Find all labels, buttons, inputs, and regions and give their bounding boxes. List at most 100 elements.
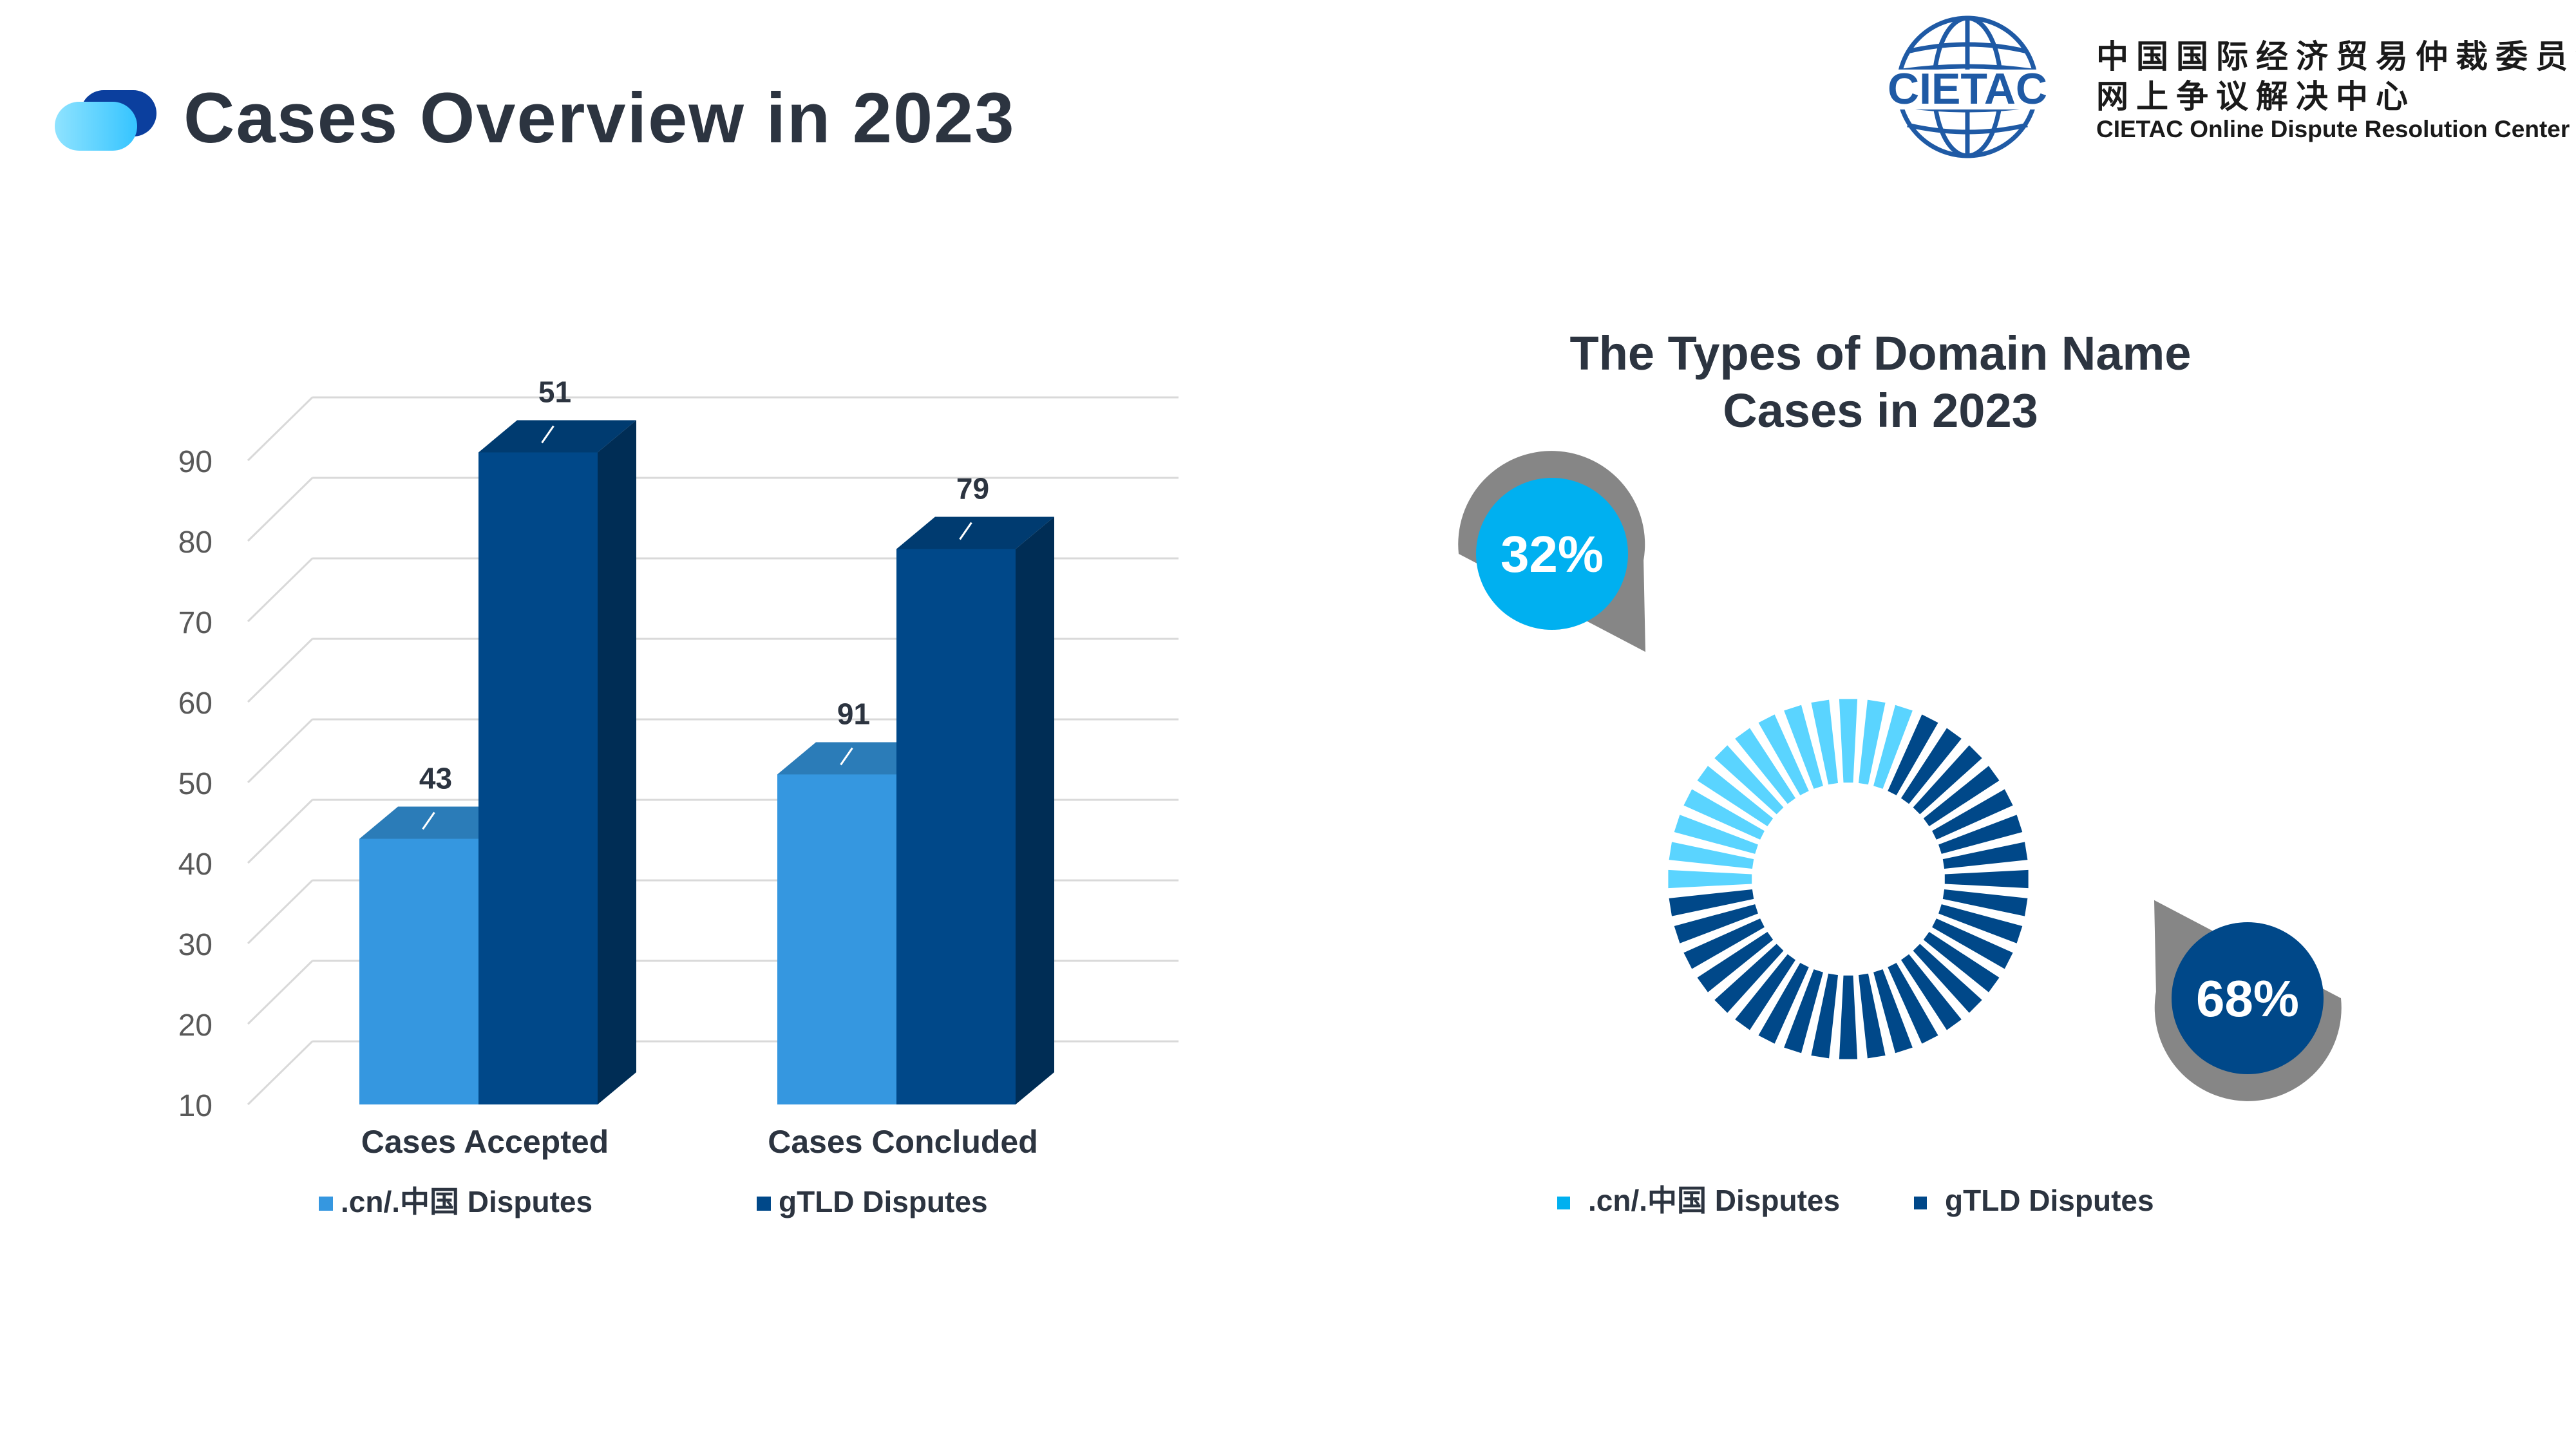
y-tick-label: 50 bbox=[178, 767, 213, 801]
legend-swatch bbox=[1914, 1197, 1927, 1209]
donut-segment-gtld bbox=[1839, 975, 1858, 1059]
bar-top bbox=[478, 420, 636, 453]
y-tick-label: 20 bbox=[178, 1009, 213, 1043]
data-label: 79 bbox=[956, 472, 989, 506]
donut-title-line-1: The Types of Domain Name bbox=[1569, 327, 2192, 380]
donut-segment-gtld bbox=[1674, 904, 1758, 943]
logo-chinese-name: 中国国际经济贸易仲裁委员会 bbox=[2096, 39, 2576, 75]
donut-chart-title: The Types of Domain Name Cases in 2023 bbox=[1481, 325, 2280, 440]
donut-segment-gtld bbox=[1683, 918, 1765, 969]
gridline-depth bbox=[247, 396, 314, 462]
y-tick-label: 40 bbox=[178, 848, 213, 882]
legend-label: gTLD Disputes bbox=[1945, 1184, 2154, 1217]
donut-segment-cn bbox=[1784, 705, 1823, 789]
donut-segment-cn bbox=[1697, 766, 1774, 826]
donut-segment-gtld bbox=[1944, 869, 2029, 889]
cases-bar-chart: 10 20 30 40 50 60 70 80 90 43 51 Cases Accepted 91 79… bbox=[178, 375, 1179, 1218]
x-category-label: Cases Concluded bbox=[768, 1124, 1038, 1160]
gridline-depth bbox=[247, 477, 314, 542]
gridline-depth bbox=[247, 718, 314, 784]
value-label-68: 68% bbox=[2196, 970, 2299, 1027]
gridline-depth bbox=[247, 879, 314, 945]
bar-top bbox=[896, 516, 1054, 549]
donut-segment-gtld bbox=[1758, 963, 1809, 1044]
donut-segment-gtld bbox=[1942, 889, 2028, 916]
y-tick-label: 30 bbox=[178, 928, 213, 962]
gridline-depth bbox=[247, 960, 314, 1025]
donut-segment-gtld bbox=[1784, 969, 1823, 1054]
donut-segment-gtld bbox=[1932, 918, 2013, 969]
donut-segment-gtld bbox=[1888, 714, 1938, 795]
legend-label: gTLD Disputes bbox=[779, 1185, 988, 1218]
bar-top bbox=[777, 742, 935, 775]
y-tick-label: 60 bbox=[178, 687, 213, 721]
donut-segment-gtld bbox=[1873, 969, 1913, 1054]
donut-segment-cn bbox=[1714, 745, 1784, 815]
donut-segment-gtld bbox=[1938, 815, 2023, 854]
donut-segment-cn bbox=[1735, 728, 1795, 804]
y-tick-label: 80 bbox=[178, 526, 213, 560]
bar-side bbox=[1016, 516, 1054, 1104]
legend-swatch bbox=[319, 1197, 333, 1211]
donut-segment-gtld bbox=[1923, 932, 2000, 992]
bar bbox=[359, 838, 478, 1104]
bar bbox=[777, 774, 896, 1104]
page-title: Cases Overview in 2023 bbox=[184, 79, 1016, 158]
donut-segment-cn bbox=[1758, 714, 1809, 795]
logo-english-name: CIETAC Online Dispute Resolution Center bbox=[2096, 116, 2570, 142]
bar-side bbox=[598, 420, 636, 1104]
callout-circle-68 bbox=[2172, 922, 2324, 1074]
donut-segment-gtld bbox=[1938, 904, 2023, 943]
data-label-leader bbox=[959, 522, 972, 540]
data-label-leader bbox=[541, 425, 554, 444]
bar bbox=[896, 549, 1016, 1104]
y-tick-label: 70 bbox=[178, 606, 213, 640]
donut-segment-cn bbox=[1859, 699, 1886, 785]
donut-segment-gtld bbox=[1932, 789, 2013, 840]
donut-segment-gtld bbox=[1735, 954, 1795, 1030]
donut-segment-cn bbox=[1683, 789, 1765, 840]
y-tick-label: 90 bbox=[178, 445, 213, 479]
data-label: 43 bbox=[419, 762, 452, 795]
donut-segment-gtld bbox=[1859, 973, 1886, 1059]
logo-chinese-subtitle: 网上争议解决中心 bbox=[2096, 79, 2416, 115]
logo-acronym: CIETAC bbox=[1888, 64, 2047, 113]
donut-segment-gtld bbox=[1913, 943, 1982, 1013]
y-tick-label: 10 bbox=[178, 1089, 213, 1123]
donut-segment-gtld bbox=[1901, 728, 1962, 804]
legend-swatch bbox=[1557, 1197, 1570, 1209]
value-label-32: 32% bbox=[1501, 526, 1604, 583]
legend-label: .cn/.中国 Disputes bbox=[341, 1185, 592, 1218]
donut-segment-gtld bbox=[1901, 954, 1962, 1030]
donut-segment-gtld bbox=[1669, 889, 1754, 916]
donut-segment-gtld bbox=[1811, 973, 1838, 1059]
donut-segment-cn bbox=[1811, 699, 1838, 785]
gridline-depth bbox=[247, 799, 314, 864]
domain-types-donut-chart: 32% 68% .cn/.中国 Disputes gTLD Disputes bbox=[1458, 451, 2342, 1217]
donut-segment-gtld bbox=[1923, 766, 2000, 826]
donut-segment-cn bbox=[1839, 699, 1858, 783]
bar-top bbox=[359, 806, 517, 839]
donut-segment-cn bbox=[1674, 815, 1758, 854]
title-pill-icon bbox=[55, 90, 156, 151]
donut-segment-cn bbox=[1873, 705, 1913, 789]
donut-segment-cn bbox=[1669, 842, 1754, 869]
donut-segment-cn bbox=[1668, 869, 1752, 889]
x-category-label: Cases Accepted bbox=[361, 1124, 609, 1160]
cietac-logo: CIETAC 中国国际经济贸易仲裁委员会 网上争议解决中心 CIETAC Onl… bbox=[1874, 6, 2576, 167]
gridline-depth bbox=[247, 638, 314, 703]
data-label-leader bbox=[422, 811, 435, 830]
callout-circle-32 bbox=[1476, 478, 1628, 630]
donut-title-line-2: Cases in 2023 bbox=[1723, 383, 2038, 437]
gridline-depth bbox=[247, 557, 314, 623]
donut-segment-gtld bbox=[1714, 943, 1784, 1013]
data-label: 51 bbox=[538, 375, 571, 409]
gridline-depth bbox=[247, 1040, 314, 1106]
globe-seal-icon: CIETAC bbox=[1875, 15, 2060, 158]
legend-label: .cn/.中国 Disputes bbox=[1588, 1184, 1840, 1217]
legend-swatch bbox=[757, 1197, 771, 1211]
page-header: Cases Overview in 2023 CIETAC 中国国际经济贸易仲裁… bbox=[0, 0, 2576, 193]
data-label: 91 bbox=[837, 697, 870, 731]
donut-segment-gtld bbox=[1888, 963, 1938, 1044]
donut-segment-gtld bbox=[1913, 745, 1982, 815]
